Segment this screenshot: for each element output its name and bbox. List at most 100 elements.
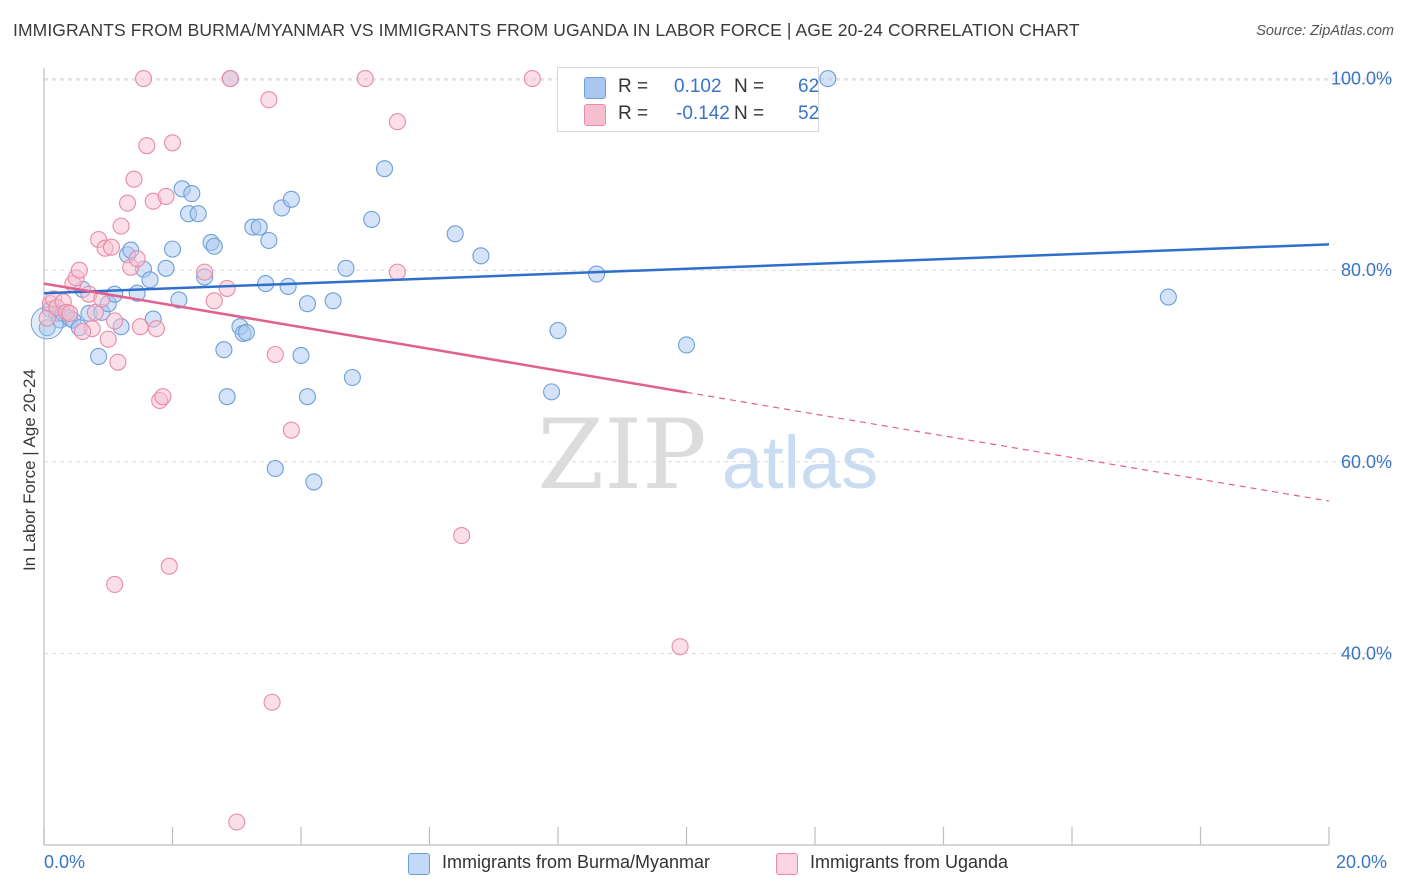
trend-lines bbox=[43, 243, 1330, 502]
uganda-point bbox=[74, 322, 92, 341]
burma-point bbox=[215, 341, 233, 359]
y-tick-label: 40.0% bbox=[1341, 643, 1392, 663]
burma-point bbox=[446, 225, 464, 243]
uganda-point bbox=[221, 70, 239, 88]
burma-point bbox=[266, 459, 284, 478]
uganda-point bbox=[260, 91, 278, 109]
burma-point bbox=[163, 240, 182, 258]
uganda-point bbox=[138, 137, 156, 155]
burma-point bbox=[141, 271, 159, 289]
axes bbox=[43, 68, 1330, 846]
legend-swatch-uganda bbox=[776, 853, 798, 875]
chart-title: IMMIGRANTS FROM BURMA/MYANMAR VS IMMIGRA… bbox=[13, 20, 1080, 40]
uganda-point bbox=[109, 353, 127, 371]
legend-swatch-burma bbox=[584, 77, 606, 99]
burma-point bbox=[279, 277, 297, 296]
uganda-point bbox=[218, 279, 236, 297]
uganda-point bbox=[128, 250, 146, 268]
uganda-point bbox=[388, 113, 406, 131]
burma-point bbox=[305, 473, 323, 491]
uganda-trend-line-projection bbox=[686, 391, 1330, 502]
burma-point bbox=[587, 265, 606, 283]
uganda-point bbox=[102, 238, 121, 256]
legend-r-value-burma: 0.102 bbox=[674, 76, 722, 97]
y-axis-label: In Labor Force | Age 20-24 bbox=[20, 369, 39, 571]
burma-trend-line bbox=[43, 243, 1330, 295]
uganda-point bbox=[163, 134, 182, 152]
burma-point bbox=[375, 160, 394, 178]
burma-point bbox=[170, 291, 188, 309]
burma-point bbox=[324, 292, 342, 310]
uganda-point bbox=[356, 70, 374, 88]
y-tick-label: 80.0% bbox=[1341, 260, 1392, 280]
burma-point bbox=[205, 237, 223, 255]
burma-point bbox=[298, 295, 316, 313]
grid-lines bbox=[44, 78, 1393, 654]
burma-point bbox=[90, 347, 108, 365]
burma-point bbox=[282, 190, 300, 208]
legend-n-value-uganda: 52 bbox=[798, 103, 820, 124]
uganda-point bbox=[131, 318, 149, 336]
burma-point bbox=[237, 323, 255, 342]
burma-point bbox=[218, 388, 236, 406]
burma-point bbox=[472, 247, 490, 265]
uganda-point bbox=[135, 70, 153, 88]
uganda-point bbox=[147, 320, 165, 338]
burma-point bbox=[819, 70, 837, 88]
watermark-atlas: atlas bbox=[722, 421, 878, 504]
uganda-point bbox=[263, 693, 281, 711]
uganda-point bbox=[61, 304, 79, 322]
x-tick-label-min: 0.0% bbox=[44, 852, 86, 872]
y-tick-label: 100.0% bbox=[1331, 69, 1392, 89]
uganda-point bbox=[523, 70, 541, 88]
uganda-point bbox=[671, 638, 689, 656]
uganda-point bbox=[266, 345, 284, 364]
legend-r-label: R = bbox=[618, 103, 649, 124]
series-legend: Immigrants from Burma/Myanmar Immigrants… bbox=[0, 850, 1406, 878]
legend-swatch-burma bbox=[408, 853, 430, 875]
uganda-point bbox=[388, 263, 406, 281]
uganda-point bbox=[112, 217, 130, 235]
uganda-point bbox=[157, 187, 175, 205]
uganda-point bbox=[160, 557, 178, 575]
uganda-point bbox=[196, 263, 214, 281]
burma-point bbox=[260, 231, 278, 250]
burma-point bbox=[183, 185, 201, 203]
legend-label-burma: Immigrants from Burma/Myanmar bbox=[442, 852, 711, 872]
burma-point bbox=[343, 368, 361, 387]
uganda-point bbox=[453, 527, 471, 545]
legend-n-label: N = bbox=[734, 103, 765, 124]
burma-point bbox=[292, 346, 310, 365]
burma-point bbox=[677, 336, 696, 354]
uganda-point bbox=[205, 292, 223, 310]
burma-point bbox=[157, 259, 175, 277]
uganda-point bbox=[154, 388, 172, 406]
uganda-point bbox=[228, 813, 246, 831]
uganda-trend-line bbox=[43, 282, 687, 394]
watermark-zip: ZIP bbox=[537, 399, 706, 511]
legend-swatch-uganda bbox=[584, 104, 606, 126]
correlation-legend: R = 0.102 N = 62 R = -0.142 N = 52 bbox=[557, 67, 819, 132]
burma-point bbox=[298, 388, 316, 406]
burma-point bbox=[549, 322, 567, 340]
burma-point bbox=[363, 210, 381, 228]
legend-r-value-uganda: -0.142 bbox=[676, 103, 730, 124]
uganda-point bbox=[70, 261, 88, 279]
uganda-point bbox=[125, 170, 143, 188]
legend-r-label: R = bbox=[618, 76, 649, 97]
x-tick-label-max: 20.0% bbox=[1336, 852, 1388, 872]
uganda-point bbox=[282, 421, 300, 439]
burma-point bbox=[189, 205, 207, 223]
uganda-point bbox=[99, 330, 117, 348]
burma-point bbox=[543, 383, 561, 401]
uganda-point bbox=[106, 575, 124, 593]
legend-label-uganda: Immigrants from Uganda bbox=[810, 852, 1009, 872]
y-tick-label: 60.0% bbox=[1341, 452, 1392, 472]
uganda-point bbox=[118, 194, 137, 212]
legend-n-label: N = bbox=[734, 76, 765, 97]
legend-n-value-burma: 62 bbox=[798, 76, 820, 97]
source-label: Source: ZipAtlas.com bbox=[1256, 23, 1394, 39]
uganda-point bbox=[106, 312, 124, 330]
burma-point bbox=[337, 259, 355, 277]
y-tick-labels: 40.0% 60.0% 80.0% 100.0% bbox=[1331, 69, 1392, 664]
